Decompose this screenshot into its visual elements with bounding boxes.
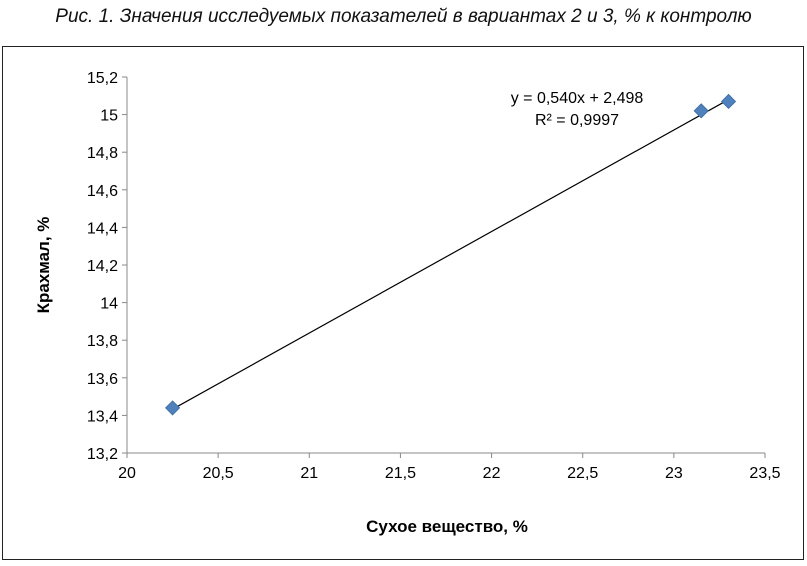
data-points [165,93,737,416]
y-tick-label: 15,2 [87,70,118,87]
y-tick-label: 13,6 [87,371,118,388]
trendline-r2: R² = 0,9997 [535,112,619,129]
x-axis-title: Сухое вещество, % [366,517,528,536]
x-tick-label: 21 [300,465,318,482]
y-tick-label: 14,2 [87,258,118,275]
y-tick-label: 14,4 [87,220,118,237]
y-axis-title: Крахмал, % [34,217,53,314]
x-tick-label: 23 [665,465,683,482]
y-ticks: 13,2 13,4 13,6 13,8 14 14,2 14,4 14,6 14,8 15 15,2 [87,70,127,463]
scatter-chart: 13,2 13,4 13,6 13,8 14 14,2 14,4 14,6 14,8 15 15,2… [34,70,781,536]
y-tick-label: 13,8 [87,333,118,350]
y-tick-label: 14,6 [87,183,118,200]
x-tick-label: 21,5 [385,465,416,482]
y-tick-label: 13,2 [87,446,118,463]
figure-caption: Рис. 1. Значения исследуемых показателей… [55,6,752,27]
x-tick-label: 23,5 [749,465,780,482]
data-point [165,400,181,416]
y-tick-label: 14 [100,296,118,313]
trendline-equation: y = 0,540x + 2,498 [511,90,644,107]
data-point [693,103,709,119]
axes [126,77,765,454]
trendline [172,99,729,410]
x-tick-label: 20,5 [203,465,234,482]
x-tick-label: 22 [483,465,501,482]
y-tick-label: 13,4 [87,408,118,425]
x-tick-label: 20 [118,465,136,482]
trendline-group [172,99,729,410]
y-tick-label: 15 [100,108,118,125]
data-point [720,93,737,110]
x-tick-label: 22,5 [567,465,598,482]
x-ticks: 20 20,5 21 21,5 22 22,5 23 23,5 [118,453,781,482]
y-tick-label: 14,8 [87,145,118,162]
chart-frame: 13,2 13,4 13,6 13,8 14 14,2 14,4 14,6 14,8 15 15,2… [2,46,804,560]
